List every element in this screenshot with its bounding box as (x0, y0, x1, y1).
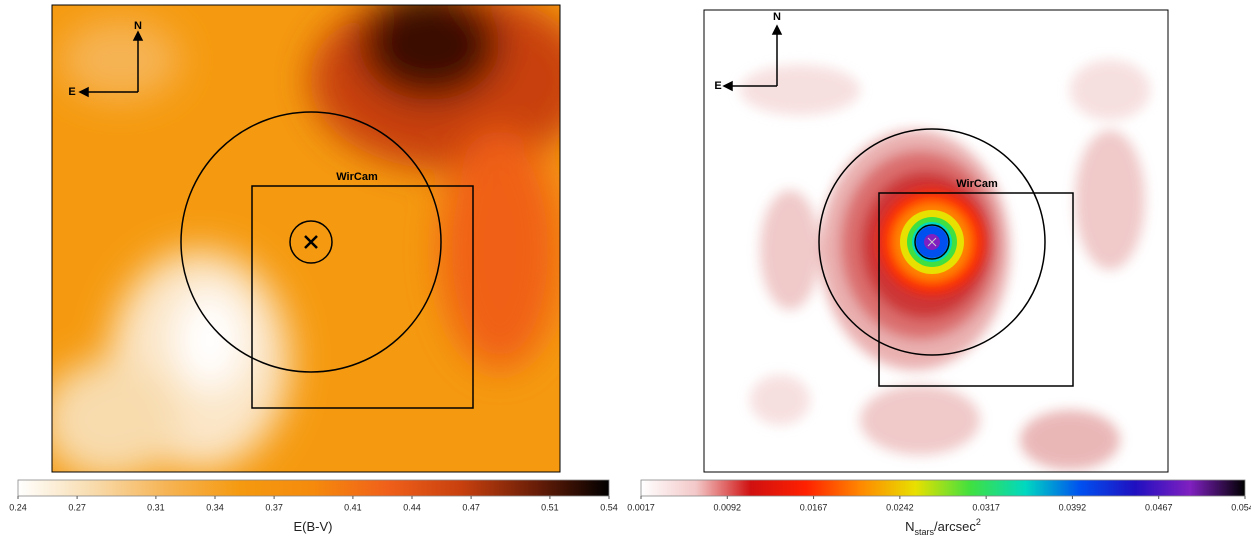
colorbar-tick-label: 0.0542 (1231, 502, 1251, 512)
colorbar-tick-label: 0.0392 (1059, 502, 1087, 512)
colorbar-tick-label: 0.27 (68, 502, 86, 512)
field-label: WirCam (336, 171, 378, 183)
label-part: stars (914, 527, 934, 536)
overlay (78, 30, 474, 409)
colorbar-tick-label: 0.34 (206, 502, 224, 512)
colorbar-tick-label: 0.37 (265, 502, 283, 512)
colorbar-tick-label: 0.51 (541, 502, 559, 512)
colorbar-tick-label: 0.0467 (1145, 502, 1173, 512)
colorbar (640, 479, 1246, 497)
label-part: /arcsec (934, 519, 976, 534)
field-label: WirCam (956, 178, 998, 190)
colorbar-tick-label: 0.54 (600, 502, 618, 512)
label-part: 2 (976, 517, 981, 527)
colorbar-tick-label: 0.47 (462, 502, 480, 512)
label-part: N (905, 519, 914, 534)
overlay (722, 24, 1074, 387)
colorbar-tick-label: 0.44 (403, 502, 421, 512)
colorbar-tick-label: 0.0242 (886, 502, 914, 512)
colorbar-tick-label: 0.41 (344, 502, 362, 512)
panel-frame (703, 9, 1169, 473)
east-label: E (68, 86, 75, 98)
label-part: E(B-V) (294, 519, 333, 534)
colorbar (17, 479, 610, 497)
colorbar-tick-label: 0.0092 (714, 502, 742, 512)
extinction-map (52, 5, 560, 472)
east-label: E (714, 80, 721, 92)
north-label: N (134, 20, 142, 32)
colorbar-tick-label: 0.0017 (627, 502, 655, 512)
colorbar-tick-label: 0.0167 (800, 502, 828, 512)
north-label: N (773, 11, 781, 23)
colorbar-label: E(B-V) (294, 519, 333, 534)
colorbar-label: Nstars/arcsec2 (905, 517, 981, 536)
panel-frame (51, 4, 561, 473)
colorbar-tick-label: 0.31 (147, 502, 165, 512)
density-map (704, 10, 1168, 472)
colorbar-tick-label: 0.24 (9, 502, 27, 512)
colorbar-tick-label: 0.0317 (972, 502, 1000, 512)
